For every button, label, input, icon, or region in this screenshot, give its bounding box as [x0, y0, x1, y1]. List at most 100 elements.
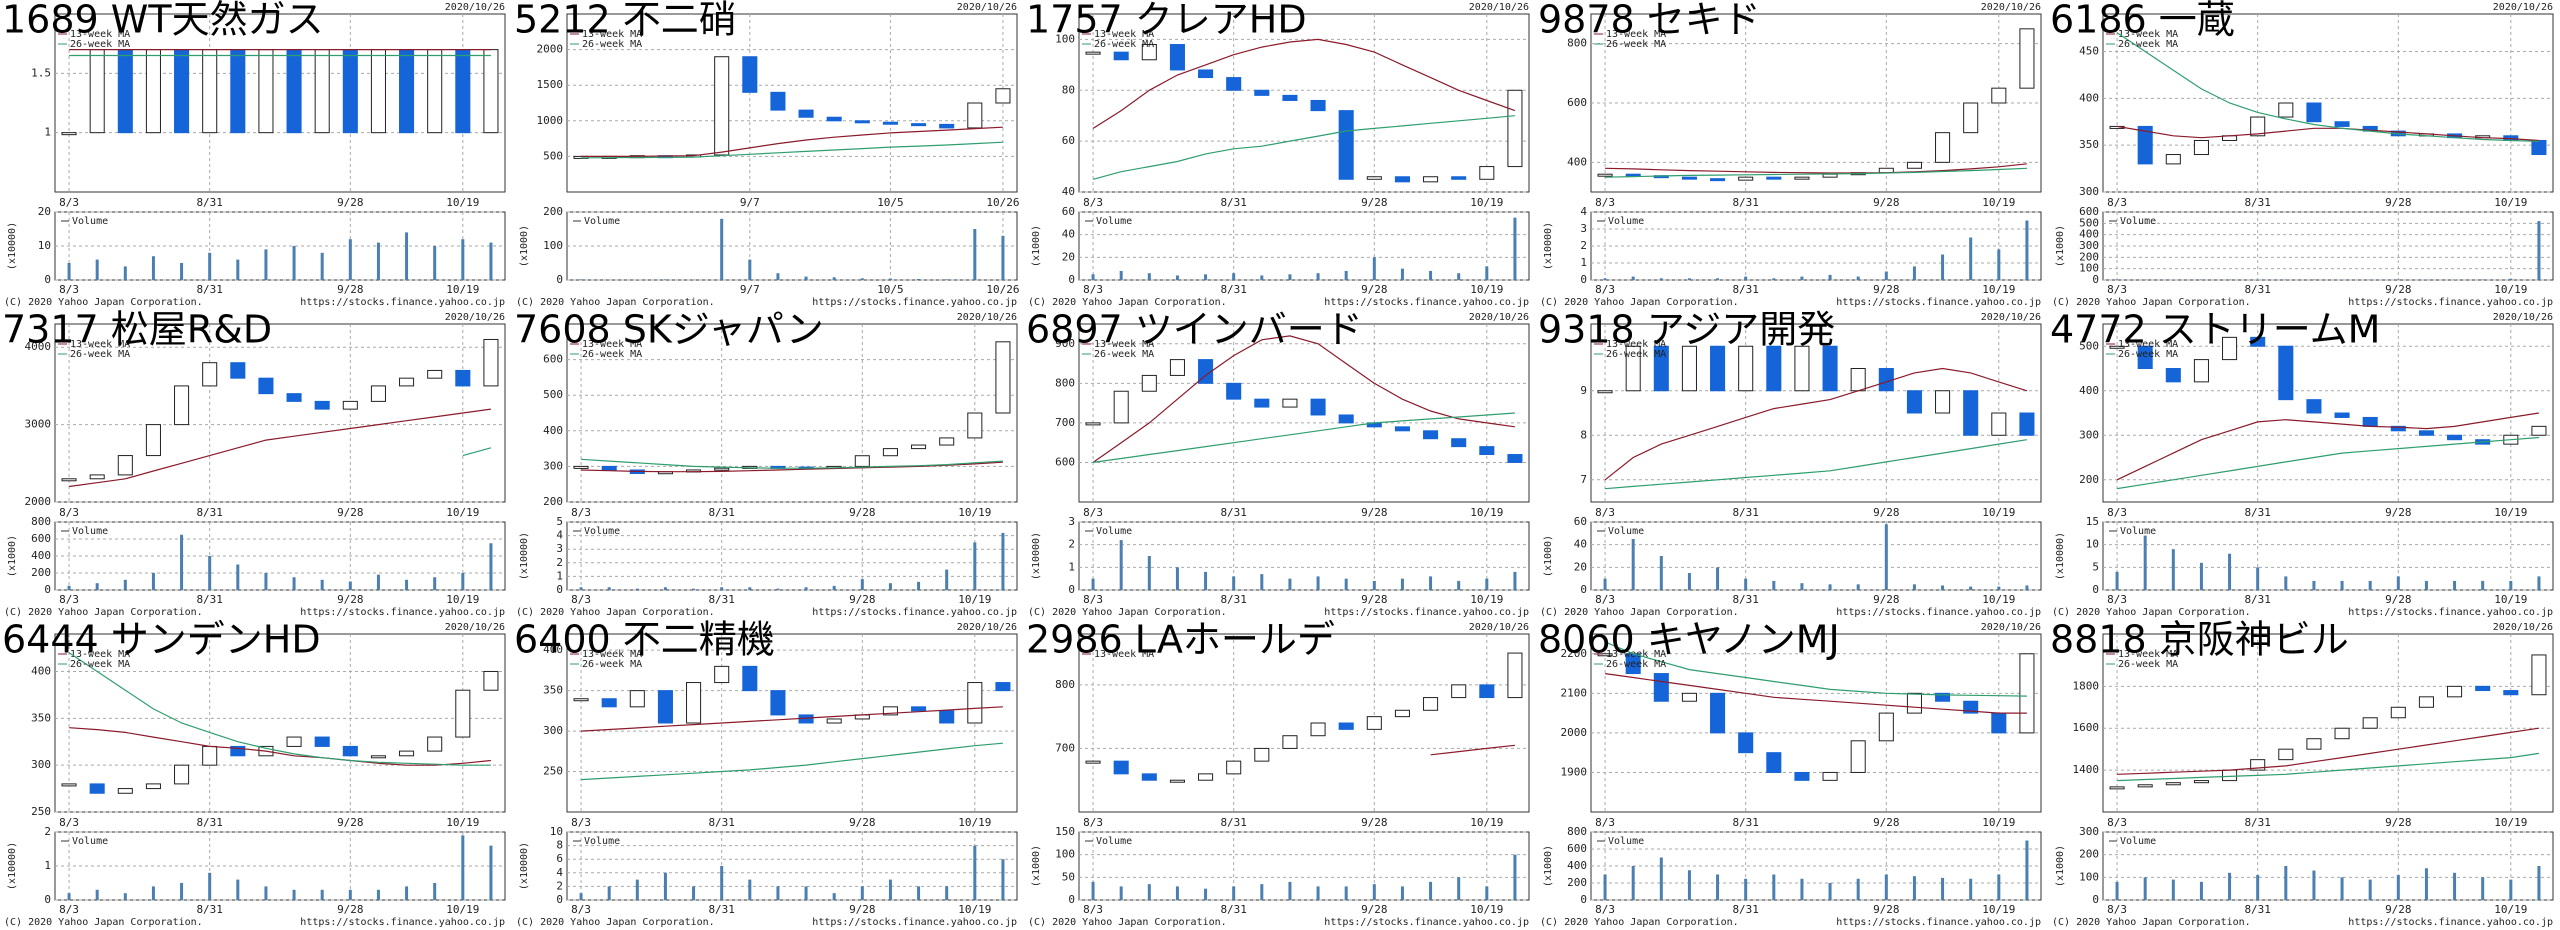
volume-unit: (x10000) [519, 842, 530, 890]
y-tick-label: 400 [1567, 155, 1587, 168]
x-tick-label: 8/3 [571, 816, 591, 829]
y-tick-label: 2 [556, 879, 563, 892]
price-frame [1078, 633, 1530, 813]
volume-bar [1631, 866, 1635, 900]
y-tick-label: 600 [1567, 96, 1587, 109]
stock-panel: 700 800 0 50 100 150 8/3 8/3 8/31 8/31 9/28 9/28 10/… [1026, 618, 1530, 928]
source-url: https://stocks.finance.yahoo.co.jp [812, 297, 1017, 308]
candle [1169, 359, 1185, 376]
y-tick-label: 200 [2079, 848, 2099, 861]
y-tick-label: 40 [1574, 538, 1587, 551]
x-tick-label: 9/7 [740, 283, 760, 296]
legend-label: Volume [2120, 216, 2156, 227]
candle [61, 132, 77, 136]
candle [258, 377, 274, 395]
y-tick-label: 200 [1567, 876, 1587, 889]
stock-title: 9318 アジア開発 [1538, 308, 1835, 352]
candle [1710, 345, 1726, 392]
x-tick-label: 10/19 [1470, 903, 1503, 916]
volume-bar [2115, 279, 2119, 280]
legend-label: 26-week MA [582, 659, 642, 670]
volume-bar [2228, 279, 2232, 280]
volume-bar [804, 587, 808, 590]
volume-bar [1091, 578, 1095, 590]
candle [1963, 390, 1979, 436]
y-tick-label: 3000 [25, 418, 52, 431]
volume-unit: (x10000) [2055, 532, 2066, 580]
source-url: https://stocks.finance.yahoo.co.jp [2348, 607, 2553, 618]
x-tick-label: 9/28 [337, 196, 364, 209]
y-tick-label: 300 [2079, 185, 2099, 198]
volume-bar [2115, 881, 2119, 900]
volume-bar [376, 242, 380, 280]
candle [1794, 176, 1810, 180]
price-frame [1590, 633, 2042, 813]
volume-bar [67, 263, 71, 280]
volume-bar [1659, 857, 1663, 900]
volume-bar [2256, 875, 2260, 900]
volume-bar [1288, 274, 1292, 280]
stock-panel: 1400 1600 1800 0 100 200 300 8/3 8/3 8/31 8/31 9/28… [2050, 618, 2554, 928]
candle [2390, 425, 2406, 432]
volume-bar [2481, 580, 2485, 590]
candle [1935, 692, 1951, 702]
y-tick-label: 200 [543, 205, 563, 218]
y-tick-label: 20 [1062, 250, 1075, 263]
x-tick-label: 10/19 [2494, 593, 2527, 606]
x-tick-label: 10/19 [1982, 506, 2015, 519]
y-tick-label: 400 [2079, 384, 2099, 397]
candle [342, 400, 358, 410]
x-tick-label: 8/3 [1083, 196, 1103, 209]
source-url: https://stocks.finance.yahoo.co.jp [812, 917, 1017, 928]
x-tick-label: 10/26 [986, 283, 1019, 296]
y-tick-label: 500 [2079, 216, 2099, 229]
volume-bar [1316, 273, 1320, 280]
volume-bar [1997, 249, 2001, 280]
y-tick-label: 350 [2079, 138, 2099, 151]
y-tick-label: 300 [2079, 428, 2099, 441]
candle [1738, 345, 1754, 392]
volume-bar [264, 249, 268, 280]
candle [2334, 727, 2350, 740]
candle [995, 88, 1011, 104]
date: 2020/10/26 [1469, 312, 1529, 323]
candle [117, 49, 133, 134]
y-tick-label: 5 [556, 515, 563, 528]
ma-line [1092, 38, 1516, 129]
volume-bar [2396, 279, 2400, 280]
candle [1394, 709, 1410, 718]
volume-bar [2312, 580, 2316, 590]
ma-line [581, 141, 1003, 159]
legend-label: 26-week MA [2118, 349, 2178, 360]
stock-title: 1757 クレアHD [1026, 0, 1307, 42]
copyright: (C) 2020 Yahoo Japan Corporation. [4, 917, 203, 928]
copyright: (C) 2020 Yahoo Japan Corporation. [516, 297, 715, 308]
y-tick-label: 20 [1574, 560, 1587, 573]
x-tick-label: 10/19 [446, 816, 479, 829]
candle [1226, 77, 1242, 91]
candle [1423, 697, 1439, 711]
legend-label: 13-week MA [2118, 339, 2178, 350]
candle [2278, 748, 2294, 761]
volume-bar [1001, 859, 1005, 900]
candle [370, 755, 386, 759]
x-tick-label: 8/31 [1732, 196, 1759, 209]
volume-bar [1147, 556, 1151, 590]
copyright: (C) 2020 Yahoo Japan Corporation. [516, 917, 715, 928]
y-tick-label: 100 [2079, 262, 2099, 275]
volume-bar [2228, 872, 2232, 900]
y-tick-label: 0 [1580, 893, 1587, 906]
x-tick-label: 10/19 [446, 283, 479, 296]
x-tick-label: 8/3 [59, 816, 79, 829]
volume-bar [1091, 274, 1095, 280]
candle [399, 750, 415, 757]
volume-bar [1744, 878, 1748, 900]
candle [2475, 685, 2491, 692]
volume-frame [566, 521, 1018, 591]
volume-bar [888, 879, 892, 900]
ma-line [1605, 439, 2027, 490]
volume-bar [1856, 878, 1860, 900]
y-tick-label: 1 [44, 126, 51, 139]
candle [1451, 176, 1467, 180]
candle [1169, 779, 1185, 783]
